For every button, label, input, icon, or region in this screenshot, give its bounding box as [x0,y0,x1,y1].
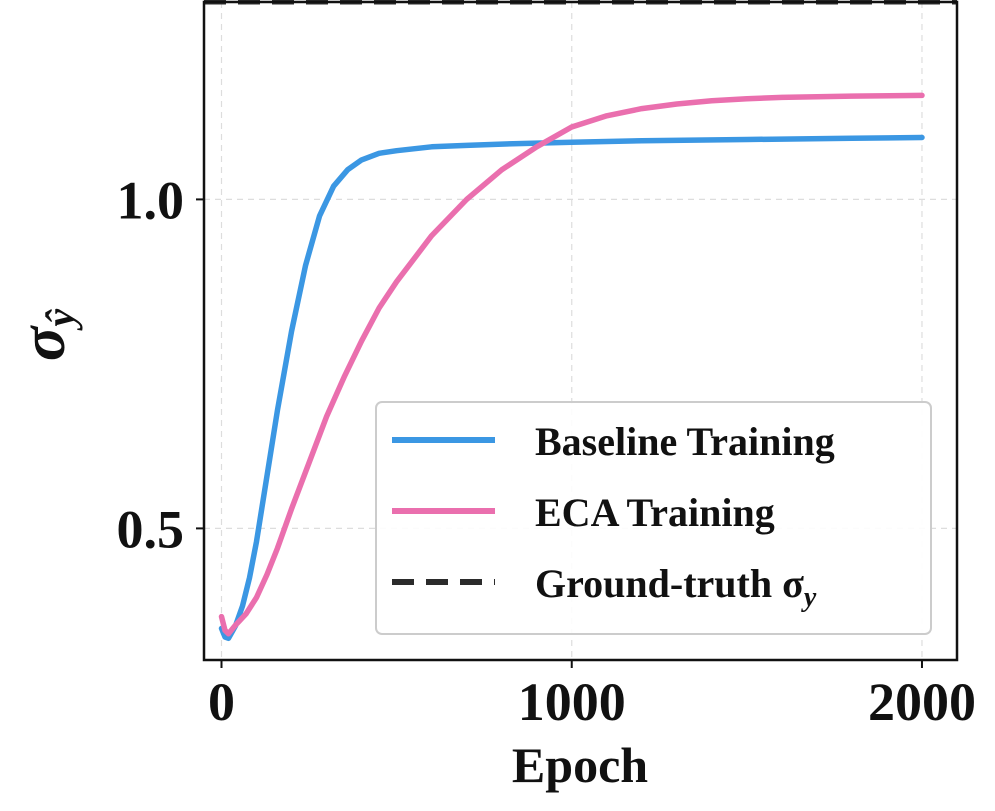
y-axis-title-subscript: ŷ [38,309,83,331]
plot-frame [202,0,959,662]
x-tick-label: 0 [208,672,235,732]
legend-label-ground-truth: Ground-truth σy [535,561,817,613]
legend: Baseline Training ECA Training Ground-tr… [375,401,932,635]
series-line-eca [218,92,925,637]
x-tick-label: 1000 [518,672,626,732]
ticks: 0 1000 2000 0.5 1.0 [117,170,976,732]
y-tick-label: 0.5 [117,499,185,559]
y-tick-label: 1.0 [117,170,185,230]
x-axis-title: Epoch [512,737,648,793]
legend-label-baseline: Baseline Training [535,419,835,464]
legend-label-ground-truth-text: Ground-truth σ [535,561,804,606]
x-tick-label: 2000 [868,672,976,732]
y-axis-title: σŷ [7,309,83,362]
series-line-baseline [218,134,925,642]
legend-label-ground-truth-subscript: y [801,582,817,613]
legend-label-eca: ECA Training [535,490,775,535]
y-axis-title-symbol: σ [7,325,78,361]
legend-box [375,401,932,635]
svg-text:σŷ: σŷ [7,309,83,362]
